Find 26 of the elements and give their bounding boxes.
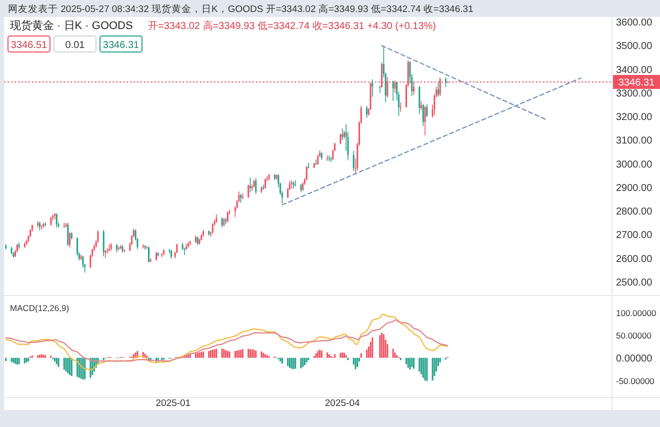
y-tick-label: 3300.00 — [616, 88, 653, 100]
y-tick-label: 100.00000 — [616, 308, 656, 318]
y-tick-label: 3600.00 — [616, 18, 653, 29]
y-tick-label: 2500.00 — [616, 277, 653, 288]
y-tick-label: 3200.00 — [616, 112, 653, 124]
y-tick-label: 3000.00 — [616, 159, 653, 170]
x-tick-label: 2025-04 — [324, 398, 360, 409]
y-tick-label: 50.00000 — [616, 330, 652, 341]
y-tick-label: 2600.00 — [616, 254, 653, 265]
y-tick-label: 0.00000 — [616, 353, 653, 364]
chart-subtitle: 现货黄金 · 日K · GOODS — [10, 19, 133, 32]
y-tick-label: 2800.00 — [616, 206, 653, 218]
y-tick-label: 3400.00 — [616, 64, 653, 76]
chart-title: 网友发表于 2025-05-27 08:34:32 现货黄金，日K，GOODS 开=3343.02 高=3349.93 低=3342.74 收=3346.31 — [8, 3, 474, 15]
y-tick-label: -50.00000 — [616, 376, 655, 386]
y-tick-label: 2700.00 — [616, 230, 653, 242]
y-tick-label: 3500.00 — [616, 41, 653, 52]
x-tick-label: 2025-01 — [156, 398, 191, 409]
annotation: 3346.31 — [102, 40, 140, 51]
annotation: 3346.51 — [10, 40, 48, 51]
ref-line-label: 3346.31 — [618, 77, 656, 88]
y-tick-label: 3100.00 — [616, 136, 653, 147]
text: MACD(12,26,9) — [10, 303, 70, 313]
annotation: 0.01 — [65, 40, 86, 51]
annotation: 开=3343.02 高=3349.93 低=3342.74 收=3346.31 +4.30 (+0.13%) — [148, 20, 436, 32]
y-tick-label: 2900.00 — [616, 182, 653, 194]
